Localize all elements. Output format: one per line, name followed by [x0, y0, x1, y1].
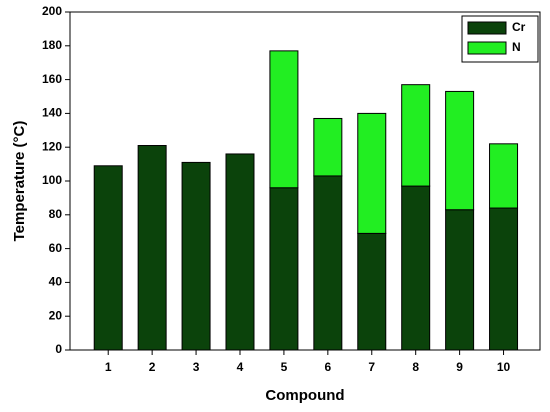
- x-tick-label: 9: [456, 360, 463, 374]
- x-tick-label: 7: [368, 360, 375, 374]
- y-tick-label: 120: [42, 139, 62, 153]
- y-tick-label: 200: [42, 4, 62, 18]
- y-tick-label: 20: [49, 308, 63, 322]
- bar-segment: [93, 165, 123, 351]
- y-tick-label: 80: [49, 207, 63, 221]
- legend-swatch: [467, 21, 507, 35]
- y-tick-label: 100: [42, 173, 62, 187]
- x-tick-label: 1: [105, 360, 112, 374]
- bar-segment: [445, 209, 475, 351]
- y-tick-label: 180: [42, 38, 62, 52]
- bar-segment: [313, 175, 343, 351]
- x-tick-label: 2: [149, 360, 156, 374]
- bar-segment: [269, 50, 299, 189]
- x-tick-label: 3: [193, 360, 200, 374]
- bar-segment: [313, 117, 343, 177]
- x-axis-title: Compound: [265, 387, 344, 404]
- y-tick-label: 160: [42, 72, 62, 86]
- bar-segment: [401, 84, 431, 187]
- bar-segment: [357, 232, 387, 351]
- x-tick-label: 10: [497, 360, 511, 374]
- bar-segment: [445, 90, 475, 211]
- y-tick-label: 0: [55, 342, 62, 356]
- bar-segment: [401, 185, 431, 351]
- bar-segment: [181, 161, 211, 351]
- y-axis-title: Temperature (°C): [11, 121, 28, 242]
- bar-segment: [137, 145, 167, 351]
- bar-segment: [489, 143, 519, 209]
- bar-segment: [357, 112, 387, 234]
- x-tick-label: 6: [324, 360, 331, 374]
- bar-segment: [225, 153, 255, 351]
- x-tick-label: 4: [237, 360, 244, 374]
- y-tick-label: 40: [49, 275, 63, 289]
- x-tick-label: 5: [281, 360, 288, 374]
- legend-label: N: [512, 40, 521, 54]
- bar-segment: [269, 187, 299, 351]
- legend-swatch: [467, 41, 507, 55]
- bar-segment: [489, 207, 519, 351]
- y-tick-label: 140: [42, 106, 62, 120]
- y-tick-label: 60: [49, 241, 63, 255]
- x-tick-label: 8: [412, 360, 419, 374]
- legend-label: Cr: [512, 20, 526, 34]
